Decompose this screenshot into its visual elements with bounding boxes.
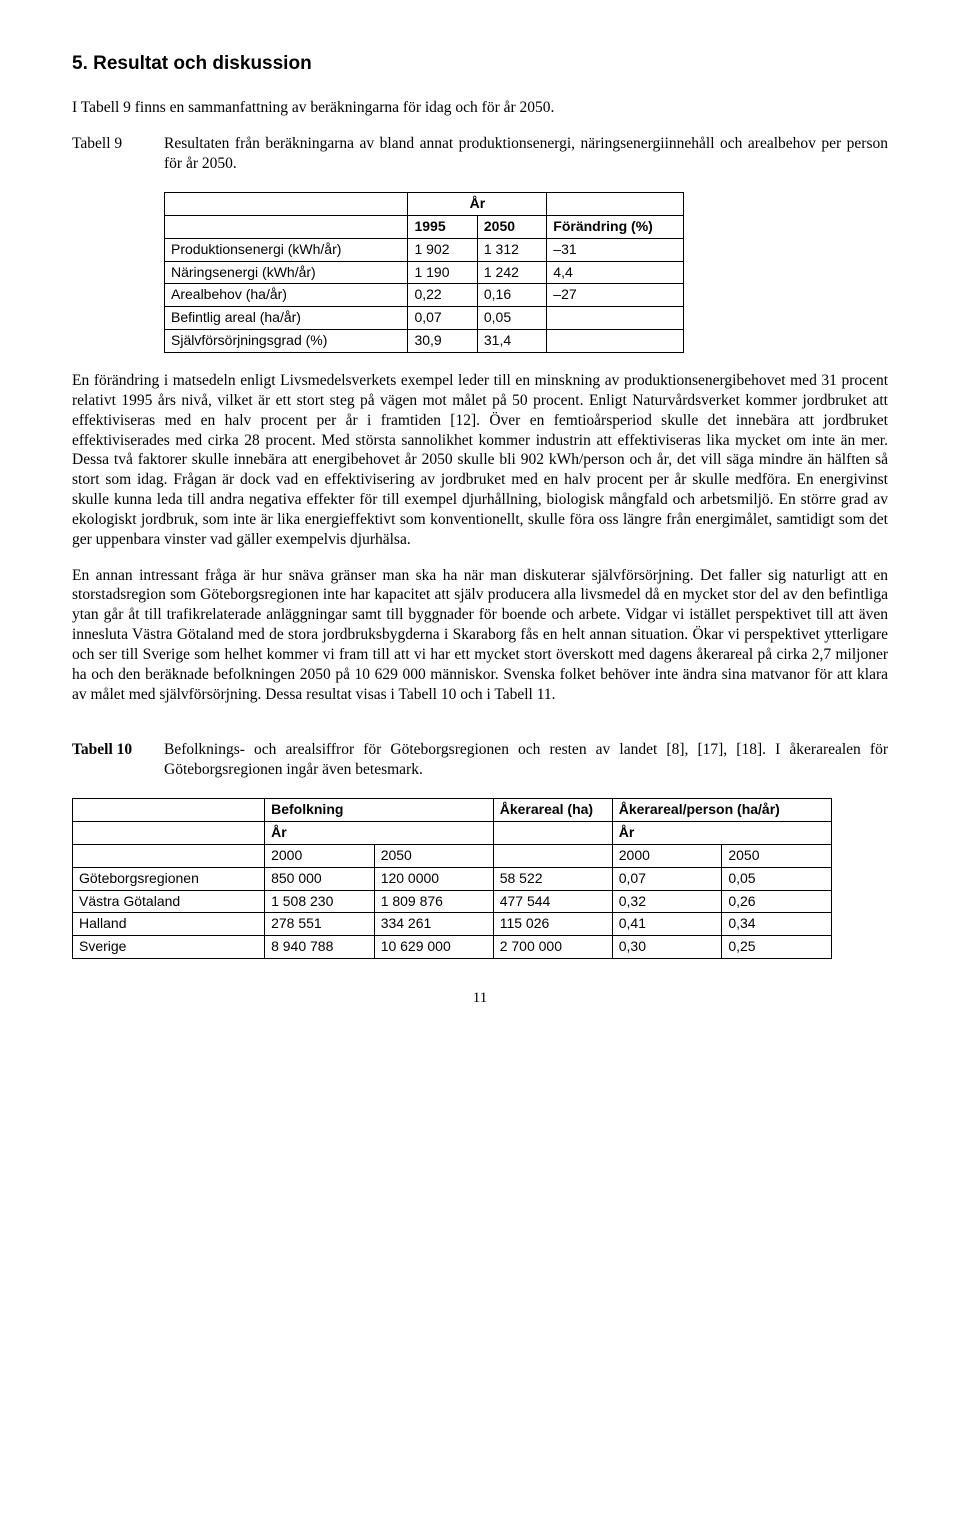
table9-rowname: Självförsörjningsgrad (%) (165, 330, 408, 353)
table9-cell: –31 (547, 238, 684, 261)
table-row: Halland 278 551 334 261 115 026 0,41 0,3… (73, 913, 832, 936)
table10-rowname: Göteborgsregionen (73, 867, 265, 890)
table9-cell: 0,16 (477, 284, 546, 307)
table-row: Arealbehov (ha/år) 0,22 0,16 –27 (165, 284, 684, 307)
table9-cell: 0,07 (408, 307, 477, 330)
body-paragraph-1: En förändring i matsedeln enligt Livsmed… (72, 371, 888, 549)
table10-cell: 0,05 (722, 867, 832, 890)
table10-cell: 850 000 (265, 867, 375, 890)
table10-rowname: Västra Götaland (73, 890, 265, 913)
table-row: Göteborgsregionen 850 000 120 0000 58 52… (73, 867, 832, 890)
table-row: Sverige 8 940 788 10 629 000 2 700 000 0… (73, 936, 832, 959)
page-number: 11 (72, 989, 888, 1008)
table9-rowname: Arealbehov (ha/år) (165, 284, 408, 307)
table10-cell: 8 940 788 (265, 936, 375, 959)
table10-cell: 0,34 (722, 913, 832, 936)
table9-rowname: Näringsenergi (kWh/år) (165, 261, 408, 284)
table10-cell: 115 026 (493, 913, 612, 936)
intro-paragraph: I Tabell 9 finns en sammanfattning av be… (72, 98, 888, 118)
table10-year-2050: 2050 (374, 844, 493, 867)
table10-year-label-1: År (265, 821, 494, 844)
table10-caption-row: Tabell 10 Befolknings- och arealsiffror … (72, 740, 888, 780)
table10-rowname: Sverige (73, 936, 265, 959)
table9-cell: 1 242 (477, 261, 546, 284)
table10-cell: 278 551 (265, 913, 375, 936)
table10-cell: 0,07 (612, 867, 722, 890)
table10-year-2000b: 2000 (612, 844, 722, 867)
table10-col-akerperson: Åkerareal/person (ha/år) (612, 798, 831, 821)
table9-col-1995: 1995 (408, 215, 477, 238)
table10-label: Tabell 10 (72, 740, 164, 780)
table10-rowname: Halland (73, 913, 265, 936)
table9-caption: Resultaten från beräkningarna av bland a… (164, 134, 888, 174)
table9-rowname: Produktionsenergi (kWh/år) (165, 238, 408, 261)
table-row: Befintlig areal (ha/år) 0,07 0,05 (165, 307, 684, 330)
table-row: 1995 2050 Förändring (%) (165, 215, 684, 238)
table-row: Produktionsenergi (kWh/år) 1 902 1 312 –… (165, 238, 684, 261)
table10-cell: 10 629 000 (374, 936, 493, 959)
table9-year-header: År (408, 192, 547, 215)
table10-cell: 0,26 (722, 890, 832, 913)
table-row: År (165, 192, 684, 215)
table10: Befolkning Åkerareal (ha) Åkerareal/pers… (72, 798, 832, 959)
table9-label: Tabell 9 (72, 134, 164, 174)
table10-cell: 1 809 876 (374, 890, 493, 913)
table-row: Självförsörjningsgrad (%) 30,9 31,4 (165, 330, 684, 353)
section-heading: 5. Resultat och diskussion (72, 52, 888, 76)
table10-caption: Befolknings- och arealsiffror för Götebo… (164, 740, 888, 780)
table-row: Västra Götaland 1 508 230 1 809 876 477 … (73, 890, 832, 913)
table10-cell: 334 261 (374, 913, 493, 936)
table9-cell: 1 312 (477, 238, 546, 261)
table9-cell: 4,4 (547, 261, 684, 284)
table9-cell (547, 330, 684, 353)
table10-cell: 0,25 (722, 936, 832, 959)
table9-cell: 30,9 (408, 330, 477, 353)
table9-rowname: Befintlig areal (ha/år) (165, 307, 408, 330)
table-row: 2000 2050 2000 2050 (73, 844, 832, 867)
table10-cell: 58 522 (493, 867, 612, 890)
table10-cell: 0,30 (612, 936, 722, 959)
table10-year-2050b: 2050 (722, 844, 832, 867)
table10-cell: 2 700 000 (493, 936, 612, 959)
table10-col-akerareal: Åkerareal (ha) (493, 798, 612, 821)
table10-cell: 477 544 (493, 890, 612, 913)
table-row: Befolkning Åkerareal (ha) Åkerareal/pers… (73, 798, 832, 821)
table-row: År År (73, 821, 832, 844)
table9-cell (547, 307, 684, 330)
table-row: Näringsenergi (kWh/år) 1 190 1 242 4,4 (165, 261, 684, 284)
body-paragraph-2: En annan intressant fråga är hur snäva g… (72, 566, 888, 705)
table10-col-befolkning: Befolkning (265, 798, 494, 821)
table9-col-2050: 2050 (477, 215, 546, 238)
table9-cell: 31,4 (477, 330, 546, 353)
table9-col-change: Förändring (%) (547, 215, 684, 238)
table10-year-2000: 2000 (265, 844, 375, 867)
table9-cell: –27 (547, 284, 684, 307)
table9: År 1995 2050 Förändring (%) Produktionse… (164, 192, 684, 353)
table9-cell: 0,22 (408, 284, 477, 307)
table10-cell: 0,41 (612, 913, 722, 936)
table10-cell: 120 0000 (374, 867, 493, 890)
table9-caption-row: Tabell 9 Resultaten från beräkningarna a… (72, 134, 888, 174)
table9-cell: 1 902 (408, 238, 477, 261)
table9-cell: 0,05 (477, 307, 546, 330)
table10-cell: 0,32 (612, 890, 722, 913)
table10-year-label-2: År (612, 821, 831, 844)
table9-cell: 1 190 (408, 261, 477, 284)
table10-cell: 1 508 230 (265, 890, 375, 913)
